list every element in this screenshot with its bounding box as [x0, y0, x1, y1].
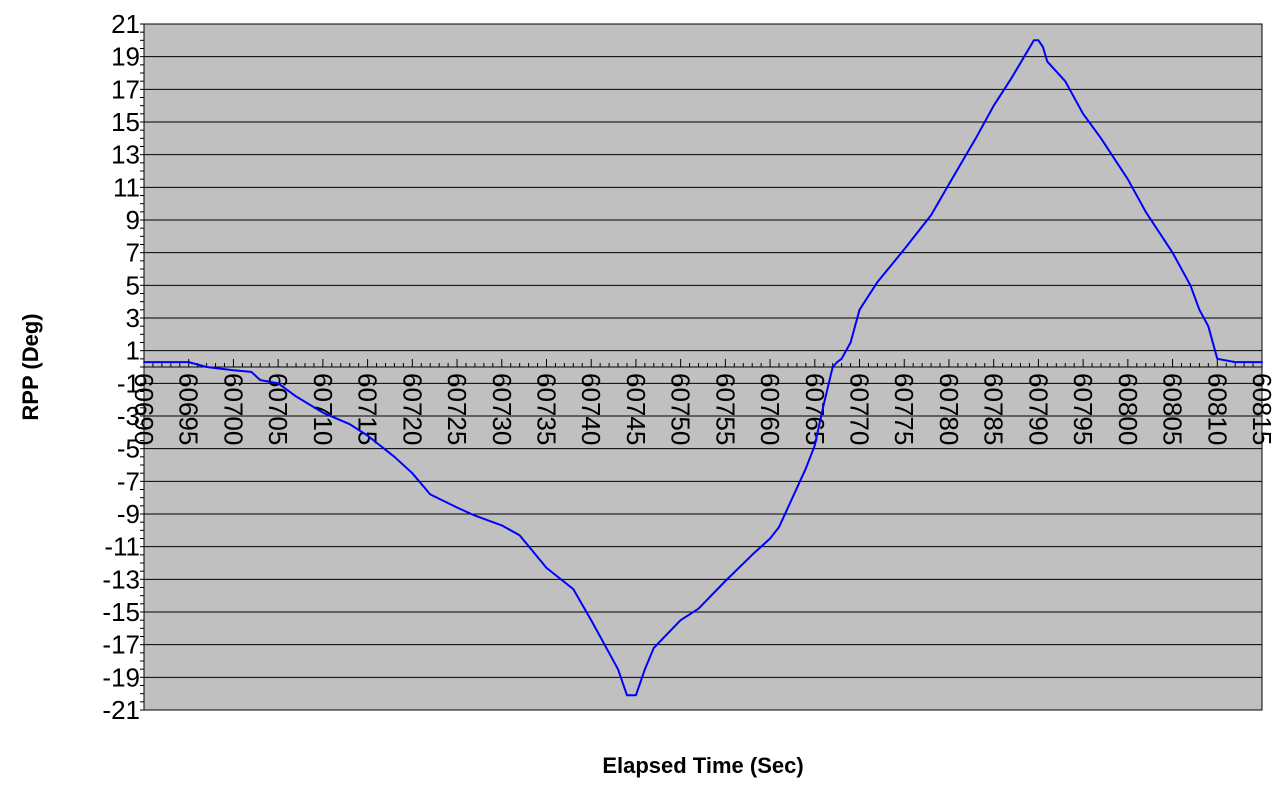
y-tick-label: -9 — [117, 499, 140, 529]
y-tick-label: -21 — [102, 695, 140, 725]
y-tick-label: -3 — [117, 401, 140, 431]
y-tick-label: 7 — [126, 238, 140, 268]
y-tick-label: 21 — [111, 9, 140, 39]
axes — [140, 23, 1263, 711]
x-tick-label: 60745 — [621, 373, 651, 445]
x-tick-label: 60700 — [218, 373, 248, 445]
x-tick-label: 60750 — [666, 373, 696, 445]
x-tick-label: 60740 — [576, 373, 606, 445]
x-tick-label: 60705 — [263, 373, 293, 445]
x-tick-label: 60795 — [1068, 373, 1098, 445]
y-tick-label: 15 — [111, 107, 140, 137]
y-axis-tick-labels: 21191715131197531-1-3-5-7-9-11-13-15-17-… — [102, 9, 140, 725]
y-tick-label: 3 — [126, 303, 140, 333]
y-tick-label: -11 — [104, 532, 140, 562]
y-tick-label: 5 — [126, 270, 140, 300]
x-tick-label: 60765 — [800, 373, 830, 445]
x-tick-label: 60710 — [308, 373, 338, 445]
y-axis-title: RPP (Deg) — [18, 313, 43, 420]
y-tick-label: 9 — [126, 205, 140, 235]
y-tick-label: 19 — [111, 42, 140, 72]
x-tick-label: 60815 — [1247, 373, 1277, 445]
x-tick-label: 60715 — [353, 373, 383, 445]
x-axis-title: Elapsed Time (Sec) — [602, 753, 803, 778]
x-tick-label: 60770 — [845, 373, 875, 445]
y-tick-label: -1 — [117, 368, 140, 398]
x-tick-label: 60735 — [531, 373, 561, 445]
x-tick-label: 60775 — [889, 373, 919, 445]
y-tick-label: -5 — [117, 434, 140, 464]
x-tick-label: 60760 — [755, 373, 785, 445]
y-tick-label: -7 — [117, 466, 140, 496]
y-tick-label: 13 — [111, 140, 140, 170]
x-tick-label: 60810 — [1202, 373, 1232, 445]
x-tick-label: 60805 — [1158, 373, 1188, 445]
y-tick-label: 1 — [126, 336, 140, 366]
x-tick-label: 60755 — [710, 373, 740, 445]
x-tick-label: 60695 — [174, 373, 204, 445]
x-tick-label: 60730 — [487, 373, 517, 445]
x-axis-tick-labels: 60690 60695 60700 60705 60710 60715 60720 60725… — [129, 373, 1277, 445]
x-tick-label: 60800 — [1113, 373, 1143, 445]
y-tick-label: -17 — [102, 630, 140, 660]
y-tick-label: 11 — [113, 172, 140, 202]
y-tick-label: -15 — [102, 597, 140, 627]
y-tick-label: 17 — [111, 74, 140, 104]
y-tick-label: -19 — [102, 662, 140, 692]
y-tick-label: -13 — [102, 564, 140, 594]
x-tick-label: 60720 — [397, 373, 427, 445]
x-tick-label: 60785 — [979, 373, 1009, 445]
x-tick-label: 60725 — [442, 373, 472, 445]
x-tick-label: 60780 — [934, 373, 964, 445]
x-tick-label: 60690 — [129, 373, 159, 445]
series-line-0 — [143, 39, 1263, 697]
x-tick-label: 60790 — [1023, 373, 1053, 445]
series-layer — [143, 39, 1263, 697]
